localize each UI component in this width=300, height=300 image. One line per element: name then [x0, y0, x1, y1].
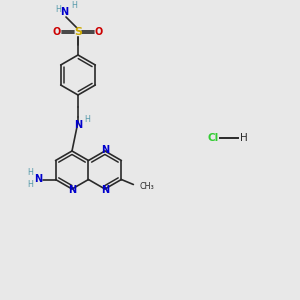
Text: Cl: Cl [207, 133, 218, 143]
Text: N: N [68, 185, 76, 195]
Text: O: O [53, 27, 61, 37]
Text: N: N [101, 185, 109, 195]
Text: H: H [55, 4, 61, 14]
Text: O: O [95, 27, 103, 37]
Text: H: H [71, 2, 77, 10]
Text: H: H [28, 180, 34, 189]
Text: H: H [240, 133, 248, 143]
Text: H: H [84, 116, 90, 124]
Text: H: H [28, 168, 34, 177]
Text: N: N [34, 173, 43, 184]
Text: CH₃: CH₃ [140, 182, 154, 191]
Text: N: N [101, 145, 109, 155]
Text: S: S [74, 27, 82, 37]
Text: N: N [74, 120, 82, 130]
Text: N: N [60, 7, 68, 17]
